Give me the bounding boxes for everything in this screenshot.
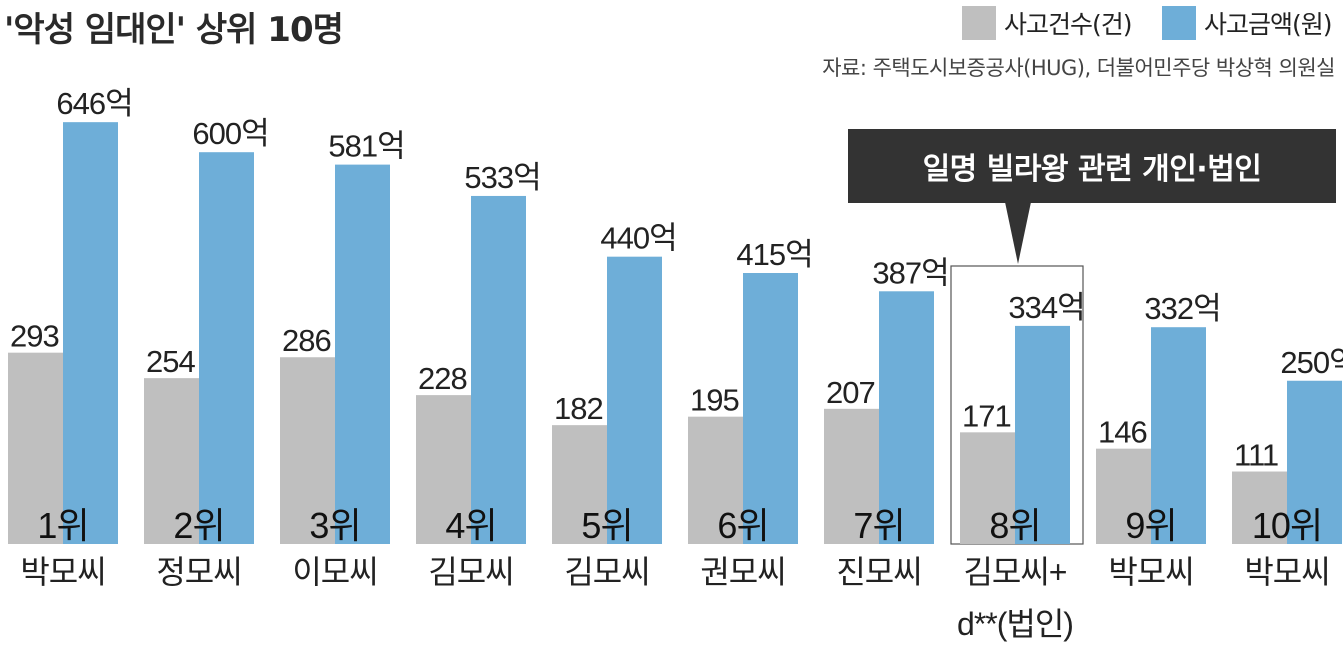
rank-label: 4위 xyxy=(445,505,496,546)
data-label-count: 146 xyxy=(1098,415,1147,450)
category-label: 권모씨 xyxy=(700,554,785,590)
bar-amount xyxy=(1287,380,1342,544)
bar-count xyxy=(960,432,1015,544)
bar-amount xyxy=(1151,327,1206,544)
data-label-amount: 387억 xyxy=(872,255,948,290)
rank-label: 7위 xyxy=(853,505,904,546)
data-label-count: 254 xyxy=(146,344,195,379)
bar-amount xyxy=(1015,325,1070,544)
category-label: 박모씨 xyxy=(20,554,105,590)
legend-label-amount: 사고금액(원) xyxy=(1204,10,1333,39)
bar-count xyxy=(280,357,335,544)
bar-amount xyxy=(63,122,118,545)
data-label-amount: 334억 xyxy=(1008,290,1084,325)
data-label-amount: 415억 xyxy=(736,237,812,272)
data-label-count: 171 xyxy=(962,398,1011,433)
data-label-amount: 533억 xyxy=(464,160,540,195)
bar-amount xyxy=(607,256,662,544)
bar-count xyxy=(1232,471,1287,544)
bar-count xyxy=(824,408,879,544)
callout-box: 일명 빌라왕 관련 개인·법인 xyxy=(848,129,1336,203)
data-label-amount: 250억 xyxy=(1280,345,1343,380)
bar-count xyxy=(8,352,63,544)
data-label-count: 182 xyxy=(554,391,603,426)
category-label: 진모씨 xyxy=(836,554,921,590)
data-label-amount: 646억 xyxy=(56,86,132,121)
data-label-count: 293 xyxy=(10,319,59,354)
data-label-amount: 600억 xyxy=(192,116,268,151)
chart-title: '악성 임대인' 상위 10명 xyxy=(4,10,344,50)
category-label: d**(법인) xyxy=(957,606,1073,642)
bar-count xyxy=(416,395,471,544)
rank-label: 5위 xyxy=(581,505,632,546)
bar-amount xyxy=(743,273,798,544)
callout-pointer xyxy=(1005,202,1031,264)
rank-label: 2위 xyxy=(173,505,224,546)
source-note: 자료: 주택도시보증공사(HUG), 더불어민주당 박상혁 의원실 xyxy=(822,56,1335,80)
legend-swatch-count xyxy=(962,6,996,40)
data-label-count: 207 xyxy=(826,375,875,410)
category-label: 박모씨 xyxy=(1108,554,1193,590)
category-label: 이모씨 xyxy=(292,554,377,590)
category-label: 박모씨 xyxy=(1244,554,1329,590)
data-label-count: 228 xyxy=(418,361,467,396)
legend-item-amount: 사고금액(원) xyxy=(1162,6,1333,40)
data-label-count: 111 xyxy=(1234,438,1278,473)
bar-amount xyxy=(199,152,254,544)
bar-amount xyxy=(879,291,934,544)
bar-count xyxy=(688,416,743,544)
rank-label: 1위 xyxy=(37,505,88,546)
rank-label: 6위 xyxy=(717,505,768,546)
rank-label: 3위 xyxy=(309,505,360,546)
legend-item-count: 사고건수(건) xyxy=(962,6,1133,40)
category-label: 김모씨+ xyxy=(963,554,1066,590)
rank-label: 8위 xyxy=(989,505,1040,546)
rank-label: 10위 xyxy=(1252,505,1322,546)
bar-count xyxy=(1096,448,1151,544)
bar-amount xyxy=(335,164,390,544)
data-label-count: 286 xyxy=(282,323,331,358)
data-label-amount: 332억 xyxy=(1144,291,1220,326)
data-label-amount: 581억 xyxy=(328,129,404,164)
data-label-count: 195 xyxy=(690,383,739,418)
category-label: 김모씨 xyxy=(564,554,649,590)
bar-count xyxy=(144,378,199,544)
bar-amount xyxy=(471,195,526,545)
legend-label-count: 사고건수(건) xyxy=(1004,10,1133,39)
category-label: 정모씨 xyxy=(156,554,241,590)
legend-swatch-amount xyxy=(1162,6,1196,40)
rank-label: 9위 xyxy=(1125,505,1176,546)
category-label: 김모씨 xyxy=(428,554,513,590)
data-label-amount: 440억 xyxy=(600,221,676,256)
bar-count xyxy=(552,425,607,544)
